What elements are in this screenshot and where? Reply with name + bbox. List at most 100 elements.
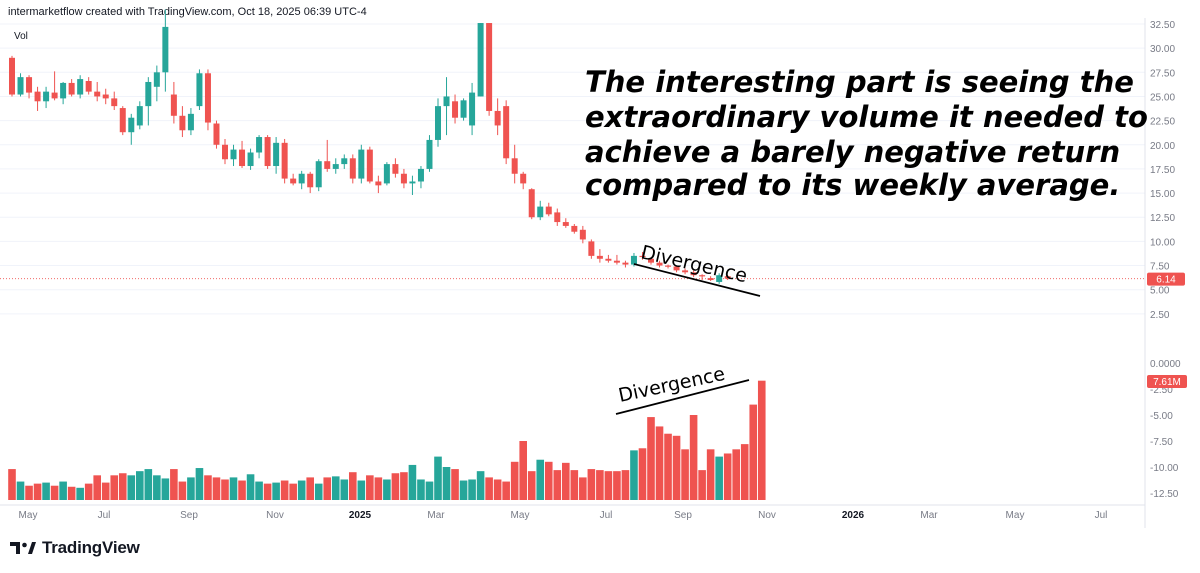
price-candles <box>9 9 731 284</box>
commentary-line-2: extraordinary volume it needed to <box>585 100 1148 134</box>
commentary-line-4: compared to its weekly average. <box>585 168 1120 202</box>
volume-bar <box>562 462 570 500</box>
candle-body <box>588 241 595 256</box>
volume-bar <box>493 479 502 500</box>
candle-body <box>94 91 101 97</box>
candle-body <box>656 262 663 266</box>
candle-body <box>605 258 612 261</box>
candle-body <box>716 275 723 282</box>
volume-bar <box>391 473 400 500</box>
volume-bar <box>408 464 417 500</box>
candle-body <box>537 206 544 218</box>
candle-body <box>630 255 637 265</box>
time-tick-label: 2026 <box>842 510 865 521</box>
time-tick-label: Jul <box>1095 510 1108 521</box>
volume-bar <box>76 487 84 500</box>
volume-bar <box>246 474 255 500</box>
candle-body <box>358 149 365 179</box>
price-tick-label: 20.00 <box>1150 141 1175 152</box>
commentary-line-1: The interesting part is seeing the <box>585 65 1134 99</box>
price-divergence-label: Divergence <box>639 241 749 287</box>
last-price-value: 6.14 <box>1156 275 1176 286</box>
volume-bar <box>689 415 698 500</box>
volume-bar <box>323 477 332 500</box>
volume-bar <box>434 456 442 500</box>
price-divergence-line <box>633 263 761 297</box>
time-tick-label: May <box>511 510 530 521</box>
tradingview-logo-icon <box>10 542 36 554</box>
candle-body <box>452 101 459 118</box>
time-tick-label: Jul <box>98 510 111 521</box>
time-tick-label: Mar <box>920 510 938 521</box>
volume-tick-label: -10.00 <box>1150 463 1179 474</box>
volume-bar <box>229 477 238 500</box>
candle-body <box>673 266 680 271</box>
candle-body <box>273 142 280 167</box>
tradingview-logo-text: TradingView <box>42 538 140 557</box>
candle-body <box>596 255 603 259</box>
volume-bar <box>638 448 647 500</box>
candle-body <box>562 222 569 226</box>
volume-bar <box>84 483 93 500</box>
volume-bar <box>67 486 76 500</box>
volume-bar <box>502 481 510 500</box>
volume-bar <box>280 480 289 500</box>
volume-bar <box>238 480 246 500</box>
volume-bar <box>255 481 263 500</box>
candle-body <box>230 149 237 160</box>
volume-bar <box>655 426 664 500</box>
volume-bar <box>757 380 766 500</box>
volume-bar <box>366 475 374 500</box>
candle-body <box>187 113 194 131</box>
price-tick-label: 5.00 <box>1150 286 1170 297</box>
volume-bar <box>732 449 740 500</box>
chart-canvas[interactable]: 2.50 5.00 7.50 10.00 12.50 15.00 17.50 20.00 22.… <box>0 0 1200 530</box>
volume-bar <box>400 472 408 500</box>
volume-bars <box>8 380 766 500</box>
candle-body <box>469 92 476 126</box>
price-tick-label: 15.00 <box>1150 189 1175 200</box>
volume-bar <box>204 475 212 500</box>
volume-axis: 0.0000 -2.50 -5.00 -7.50 -10.00 -12.50 <box>1150 359 1181 500</box>
volume-bar <box>101 482 110 500</box>
volume-bar <box>110 475 119 500</box>
candle-body <box>153 72 160 87</box>
candle-body <box>435 106 441 140</box>
volume-bar <box>459 480 468 500</box>
volume-bar <box>16 481 25 500</box>
commentary-line-3: achieve a barely negative return <box>585 135 1120 169</box>
volume-bar <box>340 479 349 500</box>
candle-body <box>43 91 50 102</box>
candle-body <box>375 181 382 186</box>
time-tick-label: Sep <box>180 510 198 521</box>
candle-body <box>554 212 561 223</box>
volume-bar <box>596 470 604 500</box>
candle-body <box>213 123 220 145</box>
volume-bar <box>161 478 170 500</box>
volume-bar <box>553 470 562 500</box>
volume-bar <box>144 469 153 500</box>
price-tick-label: 27.50 <box>1150 68 1175 79</box>
volume-bar <box>621 470 630 500</box>
candle-body <box>179 115 186 131</box>
candle-body <box>383 164 390 184</box>
candle-body <box>307 173 314 188</box>
volume-bar <box>587 469 596 500</box>
commentary: The interesting part is seeing the extra… <box>585 65 1148 202</box>
candle-body <box>239 149 246 167</box>
volume-tick-label: -7.50 <box>1150 437 1173 448</box>
volume-bar <box>42 482 50 500</box>
volume-bar <box>706 449 715 500</box>
price-axis: 2.50 5.00 7.50 10.00 12.50 15.00 17.50 20.00 22.… <box>1150 20 1175 321</box>
candle-body <box>341 158 348 165</box>
volume-bar <box>59 481 67 500</box>
candle-body <box>298 173 305 184</box>
tradingview-logo[interactable]: TradingView <box>10 538 140 558</box>
candle-body <box>528 189 535 218</box>
volume-bar <box>425 481 434 500</box>
volume-bar <box>178 481 187 500</box>
volume-bar <box>118 473 127 500</box>
time-tick-label: Mar <box>427 510 445 521</box>
candle-body <box>128 117 135 133</box>
volume-indicator-label: Vol <box>14 31 28 42</box>
